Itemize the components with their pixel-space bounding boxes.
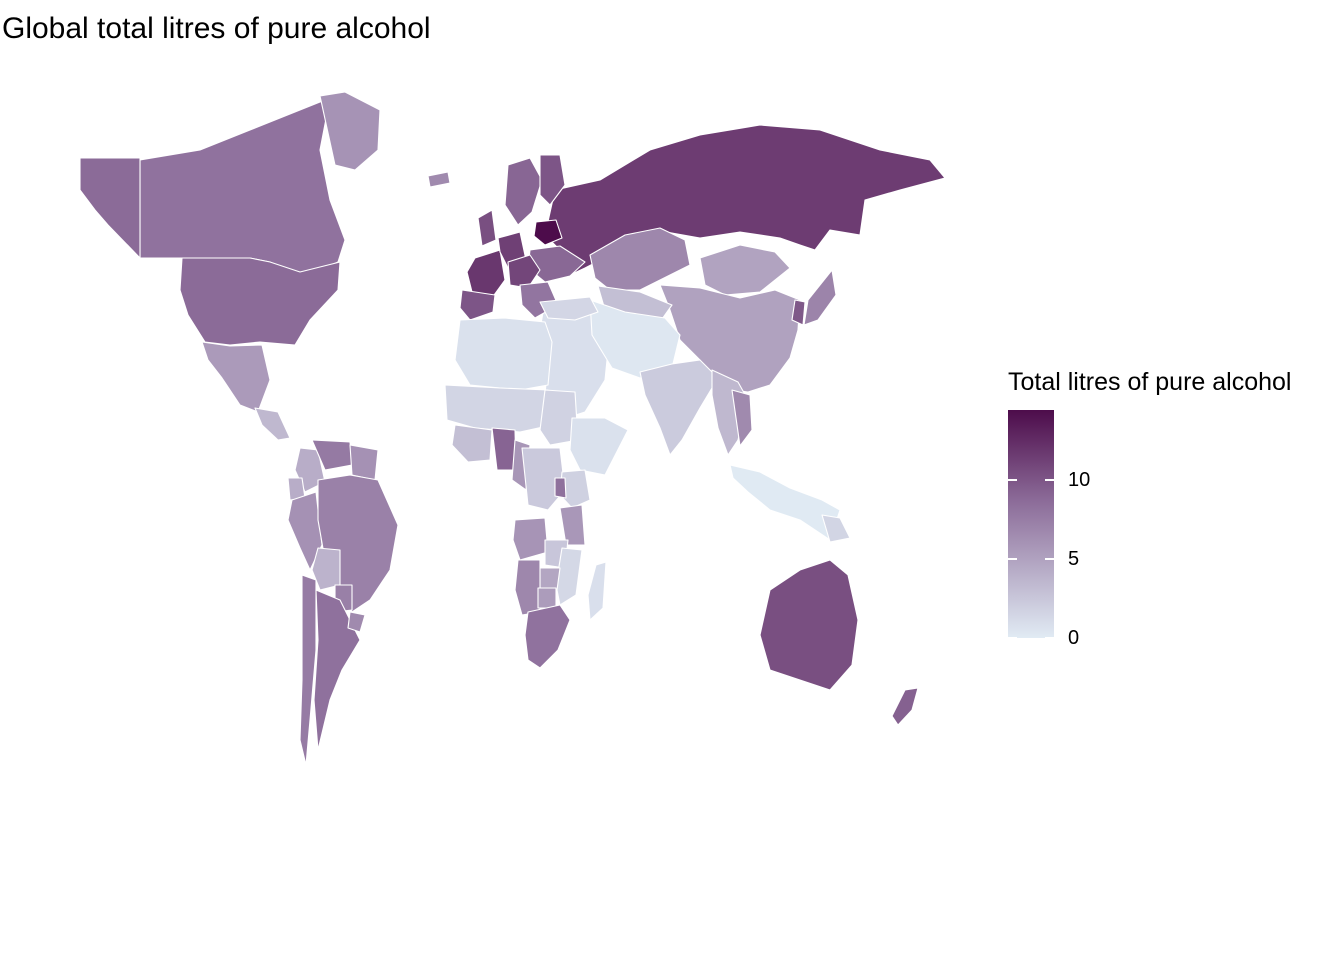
region-gulf-of-guinea	[451, 424, 493, 463]
region-angola	[512, 517, 549, 561]
legend-tick-mark	[1045, 637, 1054, 639]
region-mexico	[201, 341, 271, 413]
region-indonesia	[729, 464, 841, 541]
region-argentina	[313, 589, 361, 751]
legend-tick-label: 5	[1068, 547, 1080, 570]
region-central-europe	[507, 254, 541, 289]
region-canada	[139, 97, 346, 279]
region-north-africa	[454, 317, 553, 391]
region-mongolia	[699, 244, 791, 296]
legend-tick-mark	[1045, 478, 1054, 481]
legend-tick-mark	[1008, 478, 1017, 481]
region-bolivia	[311, 547, 341, 591]
region-central-africa	[521, 447, 566, 511]
region-madagascar	[587, 561, 607, 621]
region-ethiopia-horn-of-africa	[569, 417, 629, 476]
region-botswana	[537, 587, 557, 609]
region-india	[639, 359, 719, 456]
region-sahel	[444, 384, 553, 433]
region-peru	[287, 491, 323, 571]
region-sudan-region	[539, 389, 579, 446]
region-france	[466, 249, 506, 299]
region-new-zealand	[891, 687, 919, 726]
region-united-states	[179, 257, 341, 346]
legend-tick-label: 0	[1068, 627, 1080, 649]
region-uganda-rwanda	[554, 477, 567, 499]
legend-tick-mark	[1008, 557, 1017, 560]
region-kazakhstan	[589, 227, 691, 291]
region-iceland	[427, 171, 451, 188]
region-papua-new-guinea	[821, 514, 851, 543]
region-scandinavia	[504, 157, 543, 226]
region-south-africa	[524, 604, 571, 669]
legend-tick-label: 10	[1068, 468, 1091, 491]
region-spain	[459, 289, 496, 321]
region-belarus	[533, 219, 563, 246]
region-brazil	[317, 474, 399, 613]
legend-title: Total litres of pure alcohol	[1008, 368, 1292, 396]
region-chile	[299, 574, 317, 766]
legend-color-bar	[1008, 410, 1054, 638]
region-russia	[544, 124, 946, 276]
region-guyana-region	[349, 444, 379, 481]
region-vietnam	[731, 389, 753, 447]
map-title: Global total litres of pure alcohol	[2, 12, 431, 45]
region-china	[659, 284, 801, 393]
legend-tick-mark	[1045, 557, 1054, 560]
region-zimbabwe	[539, 567, 561, 591]
legend-tick-mark	[1008, 637, 1017, 639]
region-uruguay	[347, 611, 366, 633]
region-namibia	[514, 559, 541, 616]
region-central-america	[254, 407, 291, 441]
region-united-kingdom	[477, 209, 497, 247]
region-greenland	[319, 91, 381, 171]
region-turkey	[539, 296, 599, 321]
region-tanzania	[559, 504, 586, 546]
region-australia	[759, 559, 859, 691]
region-finland	[539, 154, 566, 206]
region-alaska	[79, 157, 141, 259]
region-nigeria	[491, 427, 517, 471]
region-korea	[791, 299, 806, 326]
region-japan	[803, 269, 837, 326]
